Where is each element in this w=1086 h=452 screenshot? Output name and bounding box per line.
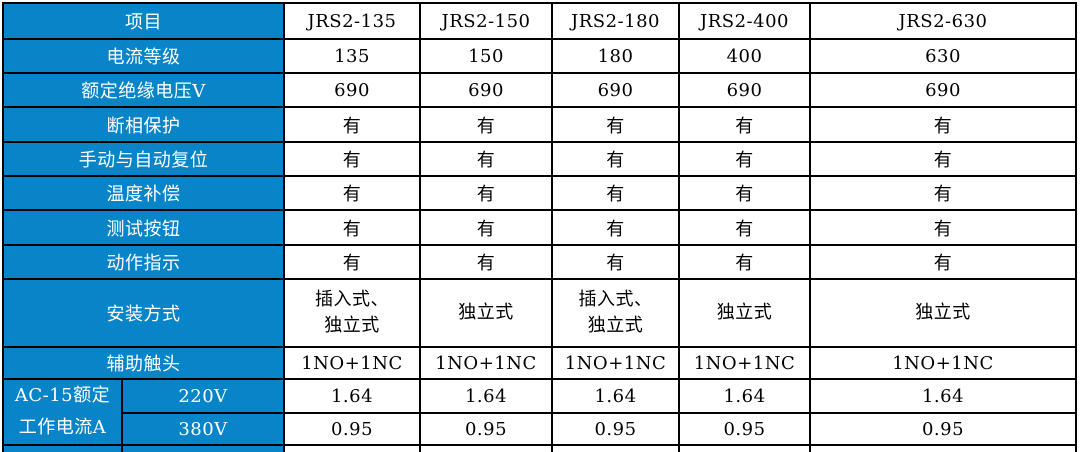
row-label-auxiliary-contact: 辅助触头 [2, 346, 285, 380]
value-cell: 有 [419, 106, 553, 143]
value-cell: 有 [419, 209, 553, 246]
row-label-mounting-type: 安装方式 [2, 278, 285, 348]
value-cell: 690 [678, 72, 811, 108]
model-header-jrs2-180: JRS2-180 [551, 2, 680, 40]
value-cell: 有 [809, 209, 1077, 246]
partial-row-cell [551, 444, 680, 452]
value-cell: 有 [283, 175, 421, 211]
table-row-ac15-380v: 380V 0.95 0.95 0.95 0.95 0.95 [3, 412, 1077, 446]
value-cell: 有 [678, 141, 811, 177]
table-row-auxiliary-contact: 辅助触头 1NO+1NC 1NO+1NC 1NO+1NC 1NO+1NC 1NO… [2, 346, 1077, 380]
value-cell: 690 [419, 72, 553, 108]
row-label-test-button: 测试按钮 [2, 209, 285, 246]
value-cell: 独立式 [419, 278, 553, 348]
value-cell: 有 [678, 209, 811, 246]
value-cell: 1NO+1NC [551, 346, 680, 380]
partial-row-cell [2, 444, 123, 452]
row-label-action-indicator: 动作指示 [2, 244, 285, 280]
value-cell: 1NO+1NC [419, 346, 553, 380]
value-cell: 有 [283, 209, 421, 246]
row-label-temperature-compensation: 温度补偿 [2, 175, 285, 211]
value-cell: 0.95 [678, 412, 811, 446]
value-cell: 1NO+1NC [678, 346, 811, 380]
value-cell: 1NO+1NC [283, 346, 421, 380]
value-cell: 0.95 [551, 412, 680, 446]
value-cell: 有 [678, 175, 811, 211]
value-cell: 1NO+1NC [809, 346, 1077, 380]
value-cell: 有 [283, 106, 421, 143]
value-cell: 180 [551, 38, 680, 74]
value-cell: 有 [678, 106, 811, 143]
value-cell: 400 [678, 38, 811, 74]
partial-row-cell [678, 444, 811, 452]
table-row-ac15-220v: AC-15额定 工作电流A 220V 1.64 1.64 1.64 1.64 1… [2, 378, 1077, 446]
value-cell: 有 [419, 244, 553, 280]
value-cell: 有 [551, 106, 680, 143]
partial-row-cell [121, 444, 285, 452]
model-header-jrs2-400: JRS2-400 [678, 2, 811, 40]
row-label-phase-failure-protection: 断相保护 [2, 106, 285, 143]
value-cell: 有 [551, 209, 680, 246]
model-header-jrs2-135: JRS2-135 [283, 2, 421, 40]
value-cell: 独立式 [678, 278, 811, 348]
value-cell: 有 [809, 106, 1077, 143]
value-cell: 690 [809, 72, 1077, 108]
row-label-current-class: 电流等级 [2, 38, 285, 74]
value-cell: 有 [419, 141, 553, 177]
value-cell: 690 [551, 72, 680, 108]
table-row-action-indicator: 动作指示 有 有 有 有 有 [2, 244, 1077, 280]
row-label-manual-auto-reset: 手动与自动复位 [2, 141, 285, 177]
table-row-insulation-voltage: 额定绝缘电压V 690 690 690 690 690 [2, 72, 1077, 108]
value-cell: 有 [283, 244, 421, 280]
table-row-manual-auto-reset: 手动与自动复位 有 有 有 有 有 [2, 141, 1077, 177]
value-cell: 有 [551, 141, 680, 177]
partial-row-cell [809, 444, 1077, 452]
table-row-mounting-type: 安装方式 插入式、 独立式 独立式 插入式、 独立式 独立式 独立式 [2, 278, 1077, 348]
table-row-current-class: 电流等级 135 150 180 400 630 [2, 38, 1077, 74]
value-cell: 0.95 [283, 412, 421, 446]
value-cell: 1.64 [551, 378, 680, 414]
table-row-test-button: 测试按钮 有 有 有 有 有 [2, 209, 1077, 246]
partial-row-cell [283, 444, 421, 452]
model-header-jrs2-150: JRS2-150 [419, 2, 553, 40]
value-cell: 有 [283, 141, 421, 177]
value-cell: 有 [551, 244, 680, 280]
value-cell: 有 [419, 175, 553, 211]
table-row-temperature-compensation: 温度补偿 有 有 有 有 有 [2, 175, 1077, 211]
value-cell: 690 [283, 72, 421, 108]
value-cell: 插入式、 独立式 [283, 278, 421, 348]
table-row-phase-failure-protection: 断相保护 有 有 有 有 有 [2, 106, 1077, 143]
value-cell: 有 [551, 175, 680, 211]
row-label-insulation-voltage: 额定绝缘电压V [2, 72, 285, 108]
value-cell: 1.64 [809, 378, 1077, 414]
value-cell: 插入式、 独立式 [551, 278, 680, 348]
sub-label-380v: 380V [121, 412, 285, 446]
value-cell: 135 [283, 38, 421, 74]
partial-row-cell [419, 444, 553, 452]
value-cell: 1.64 [678, 378, 811, 414]
value-cell: 有 [809, 244, 1077, 280]
value-cell: 150 [419, 38, 553, 74]
table-row-header: 项目 JRS2-135 JRS2-150 JRS2-180 JRS2-400 J… [2, 2, 1077, 40]
corner-header: 项目 [2, 2, 285, 40]
group-label-ac15-rated-current: AC-15额定 工作电流A [2, 378, 123, 446]
value-cell: 1.64 [419, 378, 553, 414]
value-cell: 有 [809, 141, 1077, 177]
value-cell: 有 [809, 175, 1077, 211]
table-row-partial-cutoff [2, 444, 1077, 452]
value-cell: 独立式 [809, 278, 1077, 348]
value-cell: 1.64 [283, 378, 421, 414]
value-cell: 630 [809, 38, 1077, 74]
value-cell: 0.95 [419, 412, 553, 446]
value-cell: 有 [678, 244, 811, 280]
model-header-jrs2-630: JRS2-630 [809, 2, 1077, 40]
sub-label-220v: 220V [121, 378, 285, 414]
value-cell: 0.95 [809, 412, 1077, 446]
